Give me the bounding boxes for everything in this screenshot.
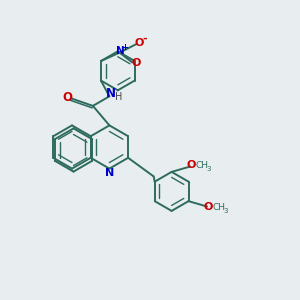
Text: -: - <box>142 34 147 44</box>
Text: 3: 3 <box>224 208 228 214</box>
Text: O: O <box>187 160 196 170</box>
Text: 3: 3 <box>207 166 211 172</box>
Text: H: H <box>115 92 123 102</box>
Text: N: N <box>105 167 114 178</box>
Text: N: N <box>116 46 125 56</box>
Text: CH: CH <box>195 161 208 170</box>
Text: N: N <box>106 87 116 101</box>
Text: +: + <box>122 43 128 52</box>
Text: O: O <box>204 202 213 212</box>
Text: O: O <box>63 91 73 104</box>
Text: O: O <box>131 58 140 68</box>
Text: CH: CH <box>212 203 225 212</box>
Text: O: O <box>135 38 144 48</box>
